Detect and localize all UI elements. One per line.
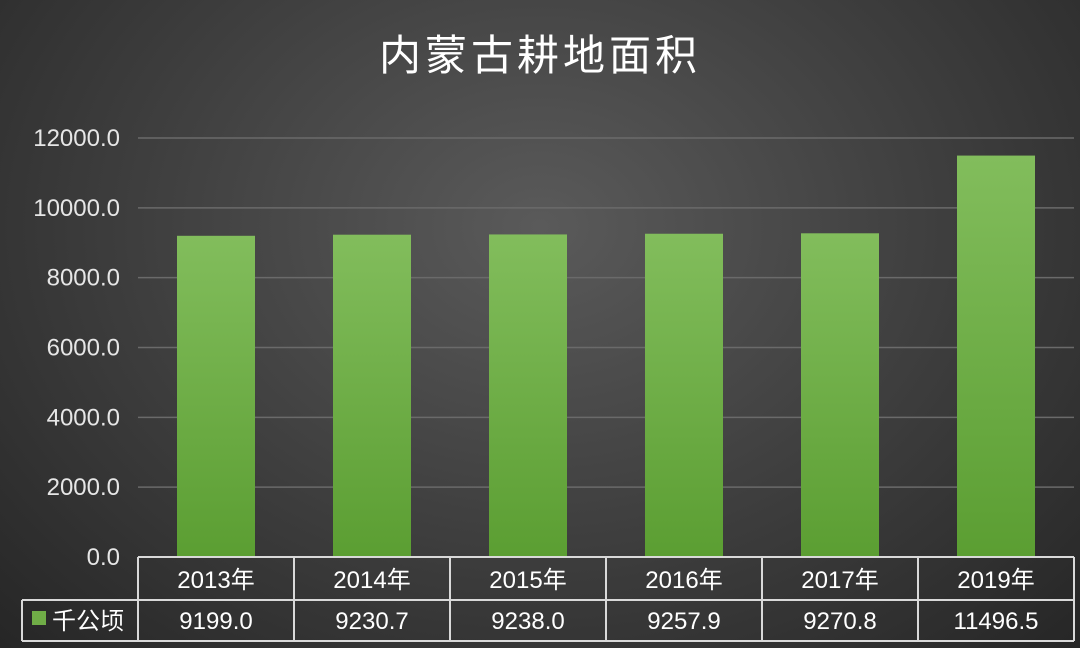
y-tick-label: 12000.0 [33,125,120,152]
data-table-value: 9230.7 [335,608,408,635]
legend-label: 千公顷 [52,608,124,635]
x-category-label: 2019年 [957,567,1034,594]
chart-title: 内蒙古耕地面积 [378,31,701,80]
x-category-label: 2017年 [801,567,878,594]
data-table-value: 9238.0 [491,608,564,635]
x-category-label: 2016年 [645,567,722,594]
y-tick-label: 10000.0 [33,195,120,222]
x-category-label: 2015年 [489,567,566,594]
bar [801,233,879,558]
data-table-value: 11496.5 [954,608,1039,635]
x-category-label: 2013年 [177,567,254,594]
bar [645,233,723,557]
y-tick-label: 4000.0 [47,404,120,431]
data-table-value: 9270.8 [803,608,876,635]
y-tick-label: 2000.0 [47,474,120,501]
bar [177,235,255,558]
data-table-value: 9257.9 [647,608,720,635]
bar [489,234,567,558]
bar [333,234,411,558]
bar [957,155,1035,557]
x-category-label: 2014年 [333,567,410,594]
y-tick-label: 8000.0 [47,265,120,292]
y-tick-label: 6000.0 [47,335,120,362]
legend-marker [32,611,46,625]
y-tick-label: 0.0 [87,544,120,571]
data-table-value: 9199.0 [179,608,252,635]
